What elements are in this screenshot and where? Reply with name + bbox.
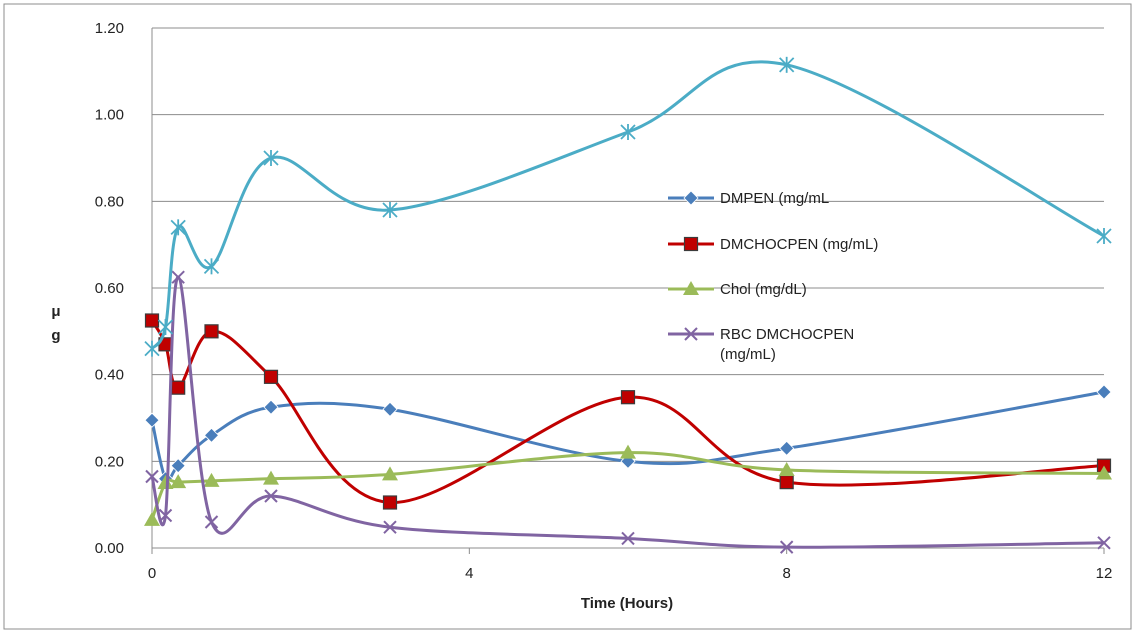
legend-swatch-marker: [684, 327, 698, 341]
data-point: [204, 515, 219, 529]
data-point: [263, 150, 279, 166]
legend: DMPEN (mg/mL DMCHOCPEN (mg/mL) Chol (mg/dL…: [668, 190, 878, 363]
legend-label: (mg/mL): [720, 346, 776, 363]
legend-swatch-marker: [683, 236, 699, 252]
data-point: [1096, 228, 1112, 244]
x-tick-label: 4: [465, 565, 473, 582]
data-point: [620, 444, 636, 459]
data-point: [145, 469, 159, 484]
axes: 0.00 0.20 0.40 0.60 0.80 1.00 1.20 0 4 8 12: [95, 20, 1113, 582]
legend-label: DMCHOCPEN (mg/mL): [720, 236, 878, 253]
data-point: [779, 475, 794, 490]
data-point: [170, 219, 186, 236]
y-tick-label: 1.20: [95, 20, 124, 37]
data-point: [171, 270, 185, 284]
data-point: [382, 202, 398, 218]
marker-stroke: [684, 327, 698, 341]
data-point: [264, 489, 278, 503]
marker-stroke: [383, 520, 397, 534]
legend-item-1: DMPEN (mg/mL: [668, 190, 829, 207]
data-point: [779, 56, 795, 73]
legend-label: RBC DMCHOCPEN: [720, 326, 854, 343]
y-tick-label: 0.60: [95, 280, 124, 297]
data-point: [170, 474, 187, 489]
data-point: [1096, 384, 1112, 400]
data-point: [1096, 465, 1112, 480]
marker-stroke: [158, 508, 173, 523]
legend-swatch-marker: [683, 190, 699, 206]
data-point: [382, 401, 398, 417]
y-tick-label: 0.20: [95, 453, 124, 470]
data-point: [779, 540, 794, 554]
marker-stroke: [145, 469, 159, 484]
legend-label: DMPEN (mg/mL: [720, 190, 829, 207]
data-point: [263, 470, 279, 485]
data-point: [383, 520, 397, 534]
series-line: [150, 60, 1105, 350]
data-point: [157, 319, 174, 335]
legend-label: Chol (mg/dL): [720, 281, 807, 298]
data-point: [158, 508, 173, 523]
x-tick-label: 12: [1096, 565, 1113, 582]
data-point: [621, 531, 635, 546]
data-point: [144, 313, 160, 328]
series-4: [145, 270, 1111, 554]
data-point: [263, 399, 279, 415]
y-tick-label: 0.80: [95, 193, 124, 210]
x-tick-label: 0: [148, 565, 156, 582]
y-axis-title-line1: μ: [51, 303, 60, 320]
data-point: [170, 458, 186, 474]
series-1: [144, 384, 1112, 487]
legend-item-2: DMCHOCPEN (mg/mL): [668, 236, 878, 253]
marker-stroke: [264, 489, 278, 503]
series-2: [144, 313, 1112, 510]
legend-swatch-marker: [683, 281, 699, 295]
series-line: [150, 275, 1105, 549]
legend-item-4: RBC DMCHOCPEN (mg/mL): [668, 326, 854, 363]
marker-stroke: [779, 540, 794, 554]
data-point: [204, 324, 219, 339]
y-tick-label: 0.40: [95, 367, 124, 384]
data-point: [1097, 536, 1111, 550]
y-axis-title-line2: g: [51, 327, 60, 344]
data-point: [620, 124, 636, 140]
series-3: [144, 444, 1112, 526]
marker-stroke: [171, 270, 185, 284]
marker-stroke: [621, 531, 635, 546]
data-point: [144, 511, 160, 526]
data-point: [157, 475, 174, 489]
y-tick-label: 0.00: [95, 540, 124, 557]
data-point: [779, 440, 795, 456]
marker-stroke: [204, 515, 219, 529]
x-tick-label: 8: [782, 565, 790, 582]
data-point: [778, 462, 795, 476]
data-point: [620, 390, 636, 405]
x-axis-title: Time (Hours): [581, 595, 673, 612]
data-point: [382, 466, 398, 481]
series-group: [144, 56, 1112, 554]
data-point: [263, 369, 279, 384]
data-point: [203, 472, 220, 487]
data-point: [203, 258, 220, 275]
marker-stroke: [1097, 536, 1111, 550]
y-tick-label: 1.00: [95, 107, 124, 124]
series-5: [144, 56, 1112, 357]
legend-item-3: Chol (mg/dL): [668, 281, 807, 298]
chart-frame: [3, 3, 1132, 630]
data-point: [144, 340, 160, 357]
data-point: [171, 380, 186, 395]
data-point: [203, 427, 220, 443]
data-point: [382, 495, 398, 510]
data-point: [144, 412, 160, 428]
